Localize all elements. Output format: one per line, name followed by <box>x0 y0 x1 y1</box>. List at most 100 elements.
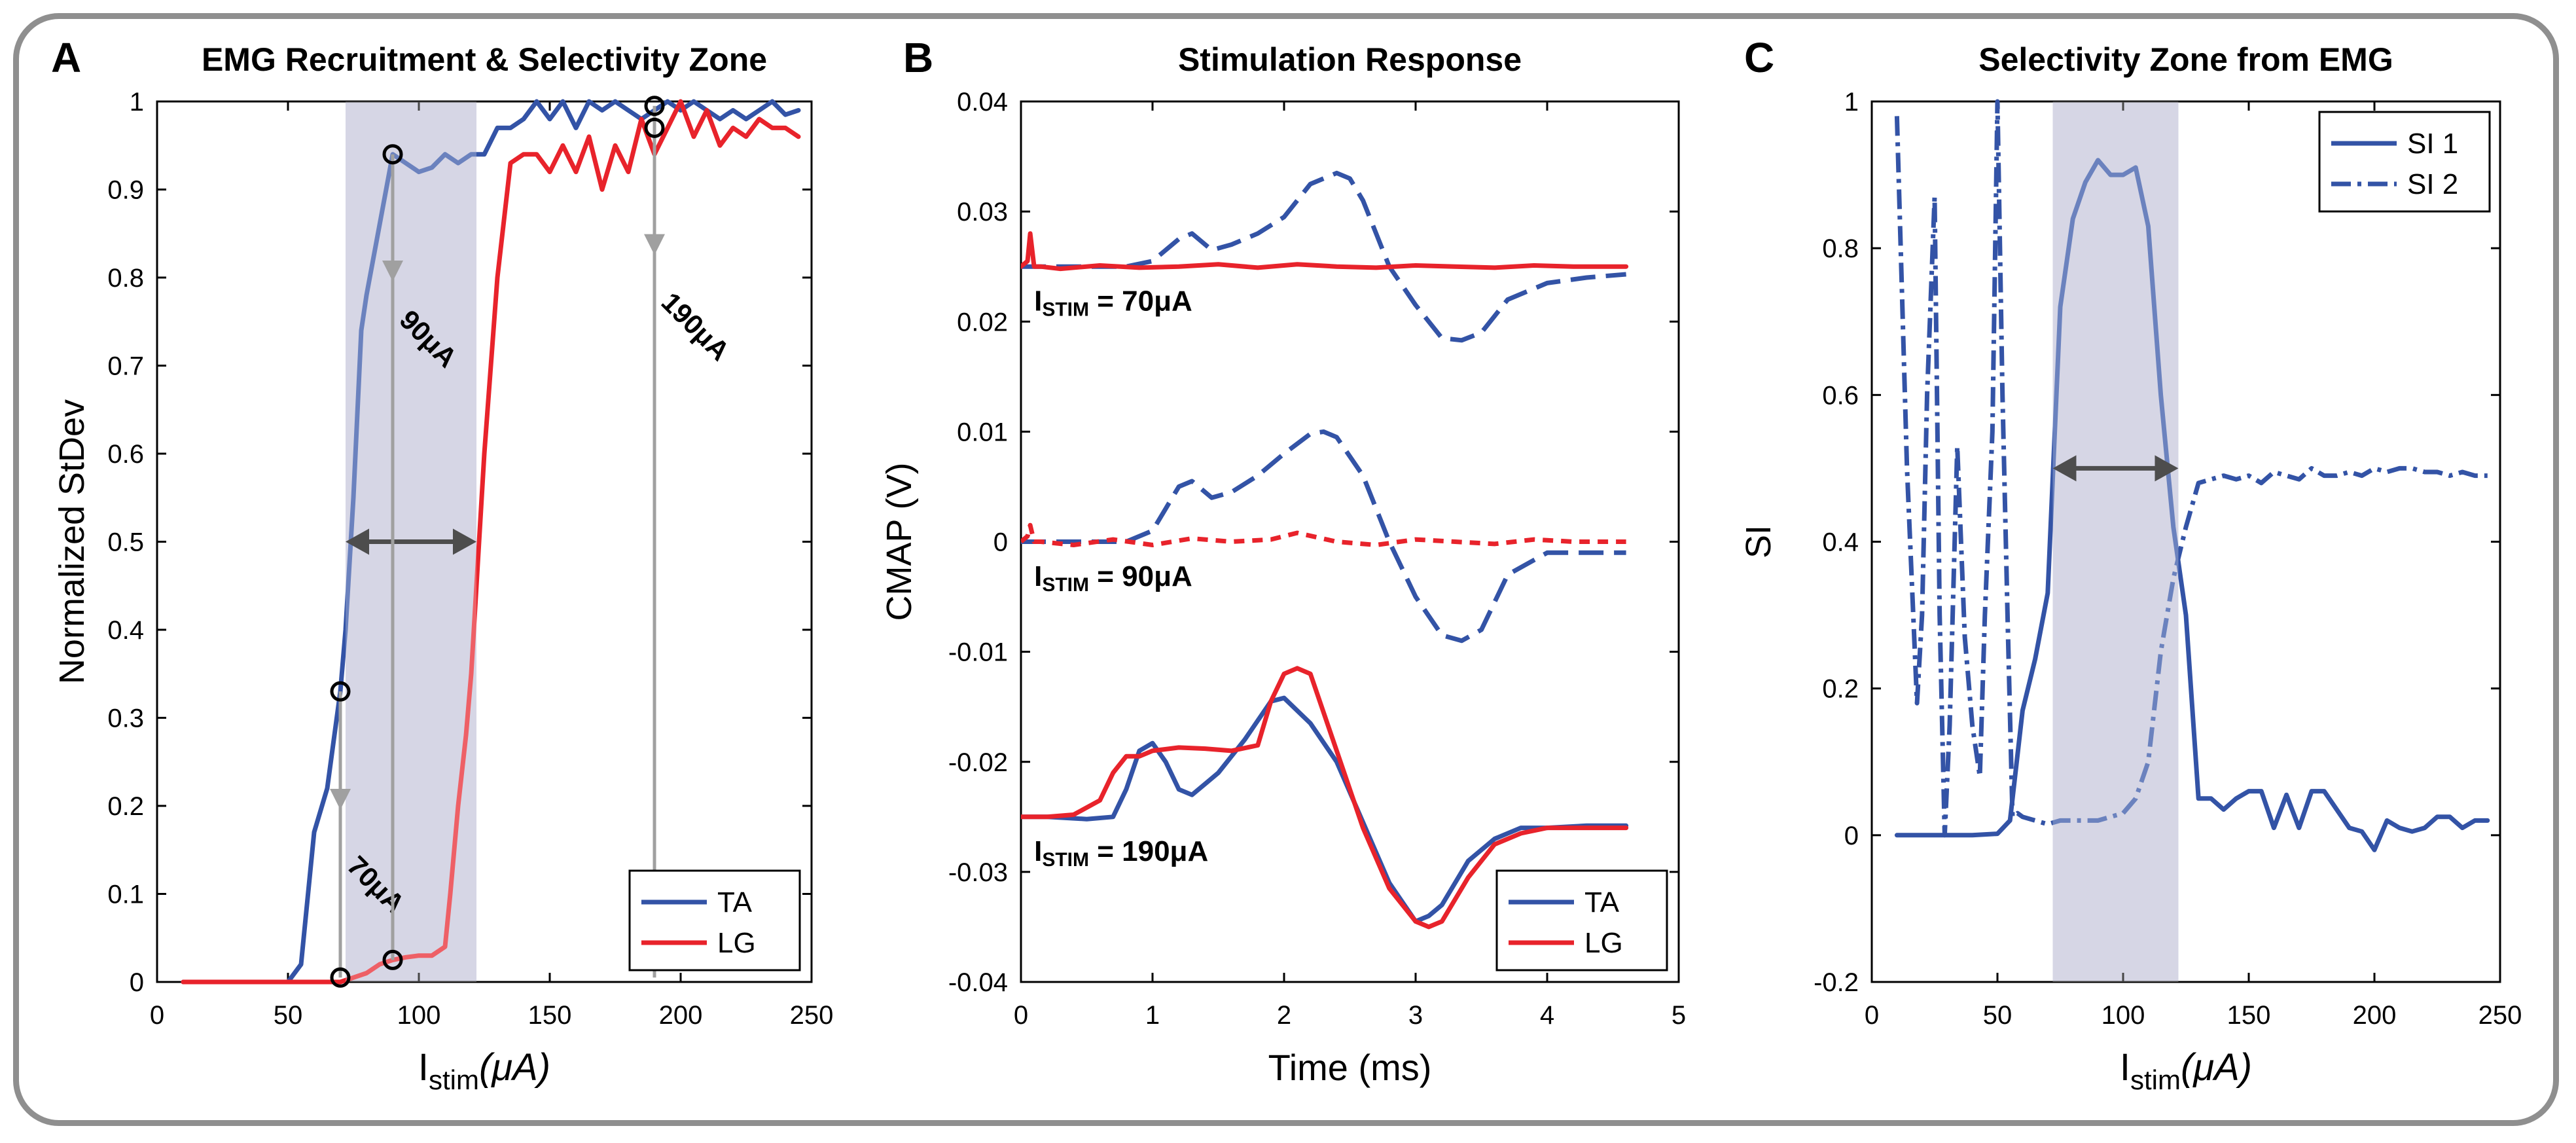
marker-circle <box>382 144 403 165</box>
y-tick-label: 0.4 <box>1822 528 1859 557</box>
current-pointer-arrowhead <box>382 261 403 281</box>
legend-label: TA <box>717 886 753 918</box>
stim-annotation-value: = 70μA <box>1089 285 1192 317</box>
x-tick-label: 2 <box>1277 1001 1291 1030</box>
zone-arrow-right <box>453 528 476 555</box>
stim-annotation-prefix: I <box>1034 560 1042 592</box>
x-axis-label: Istim(μA) <box>418 1046 550 1095</box>
legend: TA LG <box>1495 869 1668 971</box>
y-tick-label: 0.2 <box>1822 675 1859 704</box>
current-pointer-arrowhead <box>330 789 351 810</box>
y-tick-label: 0.4 <box>107 616 144 645</box>
y-tick-label: 0.01 <box>957 418 1008 446</box>
x-label-main: I <box>418 1046 429 1089</box>
x-tick-label: 1 <box>1145 1001 1160 1030</box>
y-tick-label: 0.02 <box>957 308 1008 336</box>
marker-circle <box>644 96 665 117</box>
x-label-unit: (μA) <box>2181 1046 2252 1089</box>
stim-annotation-value: = 190μA <box>1089 835 1208 867</box>
x-tick-label: 3 <box>1408 1001 1423 1030</box>
y-tick-label: 0.3 <box>107 704 144 733</box>
marker-circle <box>330 681 351 702</box>
legend-label: LG <box>1584 927 1623 959</box>
panel-label: C <box>1744 34 1774 81</box>
x-label-main: I <box>2120 1046 2130 1089</box>
legend-label: TA <box>1584 886 1620 918</box>
zone-overlay <box>2052 101 2179 982</box>
figure-frame <box>13 13 2559 1126</box>
series-line-ta <box>1021 695 1629 924</box>
panel-label: A <box>51 34 81 81</box>
legend-box <box>628 869 801 971</box>
chart-title: EMG Recruitment & Selectivity Zone <box>202 41 767 78</box>
x-label-sub: stim <box>2130 1064 2181 1095</box>
x-axis-label: Istim(μA) <box>2120 1046 2252 1095</box>
series-line-ta <box>1021 429 1626 644</box>
y-tick-label: -0.02 <box>948 748 1008 777</box>
x-tick-label: 150 <box>2227 1001 2271 1030</box>
x-tick-label: 4 <box>1540 1001 1554 1030</box>
y-tick-label: 0.7 <box>107 352 144 381</box>
zone-arrow-right <box>2155 455 2179 482</box>
chart-title: Stimulation Response <box>1178 41 1522 78</box>
y-axis-label: Normalized StDev <box>52 399 92 684</box>
legend-label: SI 2 <box>2407 168 2458 200</box>
panel-b: B Stimulation Response 0 1 2 3 4 5 -0.04 -0.03 -0.… <box>880 34 1686 1088</box>
legend-box <box>1495 869 1668 971</box>
y-tick-label: 0.2 <box>107 792 144 821</box>
legend-label: SI 1 <box>2407 128 2458 160</box>
x-label-sub: stim <box>429 1064 479 1095</box>
zone-arrow-left <box>2052 455 2077 482</box>
series-line-si-1 <box>1894 158 2490 852</box>
x-tick-label: 200 <box>2353 1001 2397 1030</box>
y-tick-label: -0.01 <box>948 638 1008 667</box>
legend: SI 1 SI 2 <box>2318 111 2491 213</box>
stim-annotation-prefix: I <box>1034 285 1042 317</box>
x-tick-label: 100 <box>2102 1001 2145 1030</box>
y-tick-label: 1 <box>1844 88 1859 117</box>
y-tick-label: -0.04 <box>948 968 1008 997</box>
series-line-lg <box>1021 522 1626 547</box>
y-tick-label: 0.6 <box>1822 381 1859 410</box>
series-line-lg <box>1021 231 1629 272</box>
x-tick-label: 100 <box>397 1001 441 1030</box>
y-tick-label: 1 <box>130 88 144 117</box>
series-group <box>1021 170 1629 930</box>
series-line-ta <box>1021 170 1626 343</box>
series-line-si-2 <box>1894 99 2488 838</box>
stim-annotation-sub: STIM <box>1042 849 1089 871</box>
stim-annotation-sub: STIM <box>1042 574 1089 596</box>
stim-annotation-value: = 90μA <box>1089 560 1192 592</box>
x-tick-label: 250 <box>790 1001 834 1030</box>
x-tick-label: 50 <box>1983 1001 2012 1030</box>
y-tick-label: 0 <box>130 968 144 997</box>
legend-box <box>2318 111 2491 213</box>
x-axis-label: Time (ms) <box>1268 1047 1432 1088</box>
series-group <box>181 99 801 985</box>
y-tick-label: 0 <box>993 528 1008 557</box>
stim-annotation-sub: STIM <box>1042 299 1089 320</box>
panel-c: C Selectivity Zone from EMG 0 50 100 150 200 25… <box>1739 34 2522 1095</box>
marker-circle <box>382 949 403 970</box>
x-tick-label: 0 <box>1014 1001 1028 1030</box>
stim-annotation-prefix: I <box>1034 835 1042 867</box>
y-tick-label: 0 <box>1844 822 1859 850</box>
zone-arrow-left <box>346 528 369 555</box>
chart-title: Selectivity Zone from EMG <box>1978 41 2393 78</box>
series-line-lg <box>181 99 801 985</box>
y-axis-label: SI <box>1739 525 1778 558</box>
marker-circle <box>644 117 665 138</box>
y-tick-label: 0.9 <box>107 176 144 205</box>
x-tick-label: 0 <box>1865 1001 1879 1030</box>
y-tick-label: 0.03 <box>957 198 1008 227</box>
x-label-unit: (μA) <box>479 1046 550 1089</box>
x-tick-label: 250 <box>2478 1001 2522 1030</box>
series-line-ta <box>181 99 801 985</box>
x-tick-label: 50 <box>274 1001 303 1030</box>
marker-circle <box>330 967 351 988</box>
current-pointer-arrowhead <box>644 234 665 255</box>
y-tick-label: -0.2 <box>1814 968 1859 997</box>
y-tick-label: 0.6 <box>107 440 144 469</box>
legend: TA LG <box>628 869 801 971</box>
